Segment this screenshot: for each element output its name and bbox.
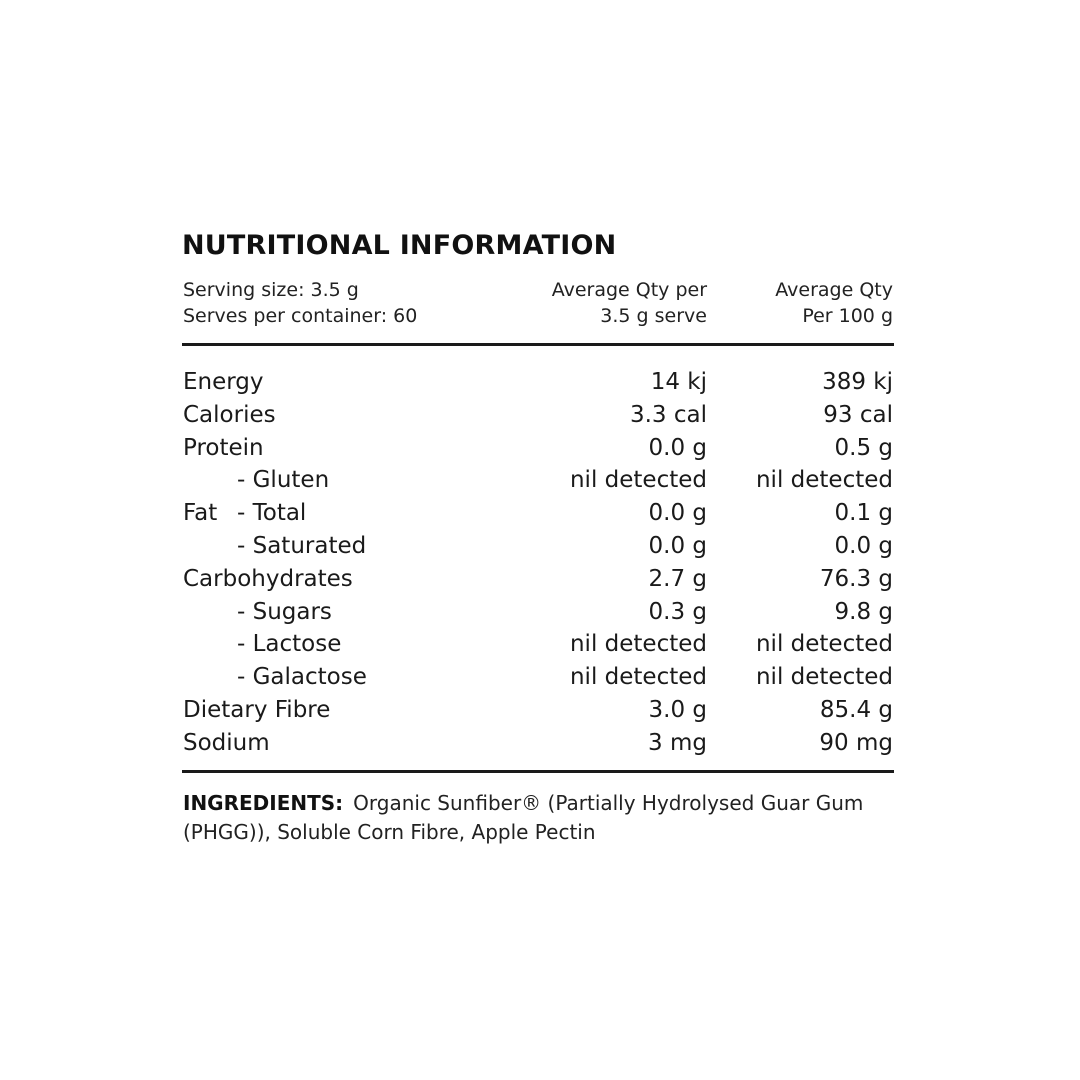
value-per-100g: 76.3 g (819, 565, 893, 592)
table-row: Sodium 3 mg 90 mg (0, 727, 1080, 760)
value-per-serve: nil detected (569, 467, 707, 494)
nutrient-sublabel: - Total (237, 500, 307, 527)
nutrient-label: Sodium (183, 729, 270, 756)
table-row: Carbohydrates 2.7 g 76.3 g (0, 563, 1080, 596)
bottom-divider (182, 770, 894, 773)
panel-title: NUTRITIONAL INFORMATION (182, 230, 617, 261)
value-per-100g: nil detected (755, 631, 893, 658)
table-row: Dietary Fibre 3.0 g 85.4 g (0, 694, 1080, 727)
ingredients-text: Organic Sunfiber® (Partially Hydrolysed … (183, 791, 864, 844)
column-header-line: Per 100 g (802, 305, 893, 327)
table-row: - Sugars 0.3 g 9.8 g (0, 596, 1080, 629)
value-per-100g: nil detected (755, 467, 893, 494)
value-per-100g: 9.8 g (834, 598, 894, 625)
value-per-serve: nil detected (569, 664, 707, 691)
table-row: - Gluten nil detected nil detected (0, 464, 1080, 497)
value-per-100g: 93 cal (823, 401, 893, 428)
table-row: - Galactose nil detected nil detected (0, 661, 1080, 694)
value-per-serve: 0.0 g (648, 434, 708, 461)
table-row: Energy 14 kj 389 kj (0, 366, 1080, 399)
table-row: - Saturated 0.0 g 0.0 g (0, 530, 1080, 563)
value-per-serve: 2.7 g (648, 565, 708, 592)
nutrient-sublabel: - Saturated (237, 532, 367, 559)
value-per-serve: 3.3 cal (629, 401, 707, 428)
nutrient-label: Carbohydrates (183, 565, 353, 592)
value-per-serve: 0.0 g (648, 500, 708, 527)
nutrient-sublabel: - Sugars (237, 598, 332, 625)
value-per-serve: 3 mg (648, 729, 707, 756)
value-per-serve: 0.3 g (648, 598, 708, 625)
column-header-per-serve: Average Qty per 3.5 g serve (552, 277, 707, 329)
value-per-100g: 389 kj (822, 369, 893, 395)
nutrient-sublabel: - Gluten (237, 467, 330, 494)
nutrient-label: Protein (183, 434, 264, 461)
nutrition-table: Energy 14 kj 389 kj Calories 3.3 cal 93 cal Pr… (0, 366, 1080, 760)
column-header-per-100g: Average Qty Per 100 g (775, 277, 893, 329)
value-per-serve: 14 kj (650, 369, 707, 395)
value-per-serve: 3.0 g (648, 696, 708, 723)
serves-per-container: Serves per container: 60 (183, 305, 418, 327)
column-header-line: Average Qty per (551, 279, 707, 301)
table-row: Fat - Total 0.0 g 0.1 g (0, 497, 1080, 530)
nutrient-label: Calories (183, 401, 276, 428)
table-row: Protein 0.0 g 0.5 g (0, 432, 1080, 465)
table-row: - Lactose nil detected nil detected (0, 628, 1080, 661)
column-header-line: 3.5 g serve (600, 305, 707, 327)
value-per-100g: 0.1 g (834, 500, 894, 527)
nutrient-sublabel: - Galactose (237, 664, 367, 691)
value-per-100g: 90 mg (819, 729, 893, 756)
value-per-100g: 85.4 g (819, 696, 893, 723)
table-row: Calories 3.3 cal 93 cal (0, 399, 1080, 432)
ingredients-label: INGREDIENTS: (183, 791, 344, 815)
value-per-100g: 0.5 g (834, 434, 894, 461)
serving-size: Serving size: 3.5 g (183, 279, 359, 301)
value-per-100g: 0.0 g (834, 532, 894, 559)
value-per-100g: nil detected (755, 664, 893, 691)
ingredients: INGREDIENTS: Organic Sunfiber® (Partially… (183, 789, 903, 847)
nutrient-label: Dietary Fibre (183, 696, 331, 723)
nutrient-label: Fat (183, 500, 218, 527)
nutrient-label: Energy (183, 369, 264, 395)
top-divider (182, 343, 894, 346)
value-per-serve: 0.0 g (648, 532, 708, 559)
serving-info: Serving size: 3.5 g Serves per container… (183, 277, 417, 329)
column-header-line: Average Qty (775, 279, 893, 301)
value-per-serve: nil detected (569, 631, 707, 658)
nutrient-sublabel: - Lactose (237, 631, 342, 658)
